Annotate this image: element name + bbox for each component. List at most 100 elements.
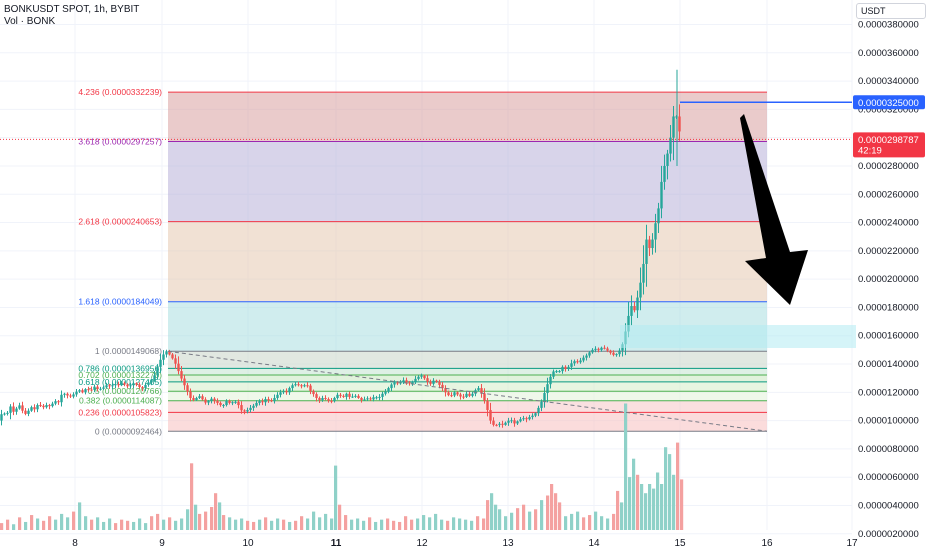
volume-bar xyxy=(190,463,194,530)
candle-body xyxy=(132,383,135,386)
volume-bar xyxy=(108,518,112,530)
candle-body xyxy=(438,381,441,385)
candle-body xyxy=(549,376,552,385)
candle-body xyxy=(375,397,378,399)
candle-body xyxy=(411,381,414,384)
candle-body xyxy=(381,393,384,397)
price-tick-label: 0.0000080000 xyxy=(858,444,919,455)
volume-bar xyxy=(330,518,334,530)
candle-body xyxy=(39,405,42,407)
candle-body xyxy=(435,380,438,382)
candle-body xyxy=(261,401,264,403)
volume-bar xyxy=(656,472,660,530)
candle-body xyxy=(426,378,429,382)
price-tick-label: 0.0000040000 xyxy=(858,501,919,512)
candle-body xyxy=(534,413,537,416)
fib-band xyxy=(168,221,767,302)
volume-bar xyxy=(54,519,58,530)
volume-bar xyxy=(680,479,684,530)
candle-body xyxy=(546,384,549,394)
candle-body xyxy=(513,420,516,424)
candle-body xyxy=(189,391,192,398)
candle-body xyxy=(36,405,39,410)
volume-bar xyxy=(60,513,64,530)
candle-body xyxy=(588,352,591,356)
time-tick-label: 17 xyxy=(846,538,858,549)
candle-body xyxy=(141,387,144,389)
candle-body xyxy=(267,399,270,401)
candle-body xyxy=(378,396,381,398)
volume-bar xyxy=(126,520,130,530)
candle-body xyxy=(111,385,114,387)
candle-body xyxy=(180,371,183,379)
candle-body xyxy=(237,401,240,406)
candle-body xyxy=(540,401,543,408)
currency-selector[interactable]: USDT xyxy=(856,3,926,19)
candle-body xyxy=(636,297,639,311)
candle-body xyxy=(51,403,54,407)
candle-body xyxy=(144,384,147,389)
volume-bar xyxy=(228,517,232,530)
candle-body xyxy=(321,397,324,401)
volume-bar xyxy=(90,519,94,530)
candle-body xyxy=(678,116,681,132)
volume-bar xyxy=(144,523,148,530)
candle-body xyxy=(393,382,396,385)
candle-body xyxy=(483,393,486,401)
candle-body xyxy=(459,394,462,397)
fib-level-label: 0.5 (0.0000120766) xyxy=(88,386,162,396)
fib-band xyxy=(168,368,767,375)
candle-body xyxy=(315,394,318,398)
candle-body xyxy=(630,306,633,316)
candle-body xyxy=(618,350,621,355)
volume-bar xyxy=(234,519,238,530)
volume-bar xyxy=(338,504,342,530)
volume-indicator-label[interactable]: Vol · BONK xyxy=(4,16,56,27)
volume-bars xyxy=(0,403,684,530)
candle-body xyxy=(570,363,573,367)
candle-body xyxy=(510,420,513,422)
candle-body xyxy=(213,398,216,401)
volume-bar xyxy=(194,504,198,530)
volume-bar xyxy=(344,515,348,530)
volume-bar xyxy=(392,520,396,530)
volume-bar xyxy=(264,517,268,530)
candle-body xyxy=(300,385,303,387)
candle-body xyxy=(648,239,651,249)
current-price-tag xyxy=(853,132,925,158)
candle-body xyxy=(414,378,417,382)
candle-body xyxy=(177,363,180,372)
candle-body xyxy=(453,392,456,396)
volume-bar xyxy=(570,513,574,530)
time-axis[interactable]: 8 9 10 11 12 13 14 15 16 17 xyxy=(72,538,858,549)
volume-bar xyxy=(606,518,610,530)
candle-body xyxy=(606,348,609,351)
candle-body xyxy=(402,380,405,382)
volume-bar xyxy=(458,518,462,530)
volume-bar xyxy=(0,523,4,530)
candle-body xyxy=(660,181,663,209)
fib-level-label: 0.702 (0.0000132270) xyxy=(78,370,162,380)
volume-bar xyxy=(672,474,676,530)
volume-bar xyxy=(368,517,372,530)
price-tick-label: 0.0000020000 xyxy=(858,529,919,540)
volume-bar xyxy=(534,509,538,530)
candle-body xyxy=(441,384,444,389)
volume-bar xyxy=(30,515,34,530)
trend-line xyxy=(167,350,768,432)
candle-body xyxy=(219,402,222,406)
symbol-title[interactable]: BONKUSDT SPOT, 1h, BYBIT xyxy=(4,4,140,15)
price-tick-label: 0.0000320000 xyxy=(858,104,919,115)
volume-bar xyxy=(312,511,316,530)
volume-bar xyxy=(668,454,672,530)
candle-body xyxy=(327,399,330,401)
drawings[interactable] xyxy=(0,101,856,432)
candle-body xyxy=(597,348,600,350)
volume-bar xyxy=(350,519,354,530)
time-tick-label: 11 xyxy=(331,538,342,549)
candle-body xyxy=(552,371,555,377)
candle-body xyxy=(603,347,606,349)
volume-bar xyxy=(12,524,16,530)
